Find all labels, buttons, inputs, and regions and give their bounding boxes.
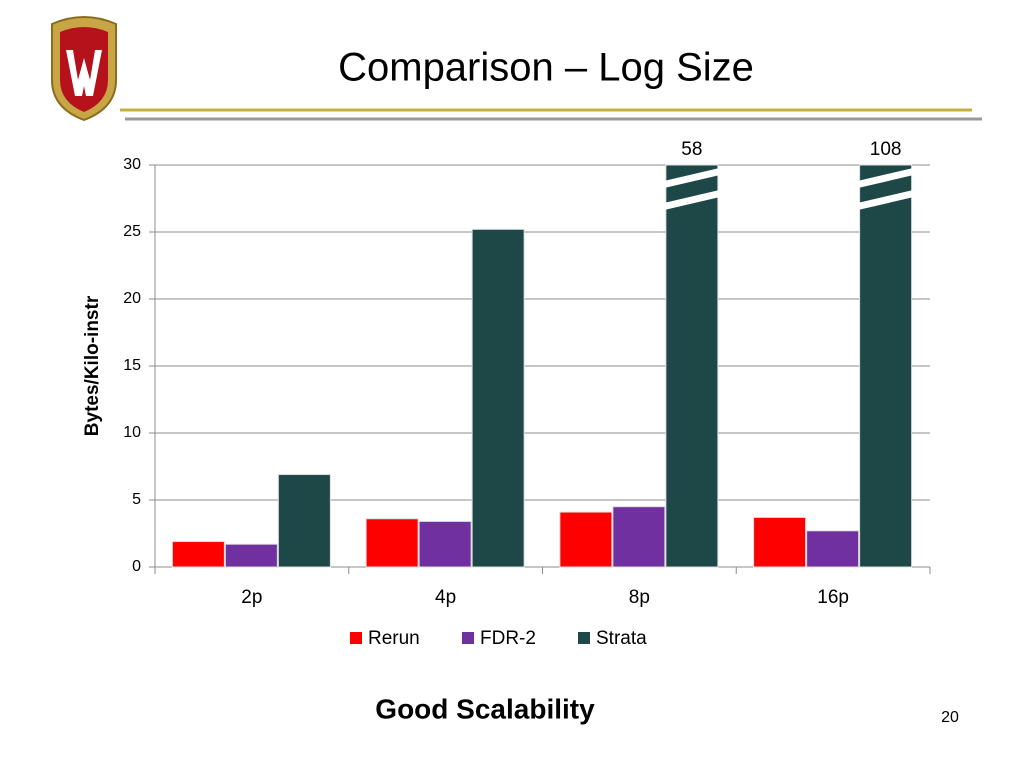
slide-title: Comparison – Log Size: [338, 46, 754, 90]
y-axis-label: Bytes/Kilo-instr: [82, 295, 103, 436]
x-tick-label: 2p: [241, 587, 262, 608]
y-tick-label: 5: [132, 491, 141, 508]
y-tick-label: 0: [132, 558, 141, 575]
axis-break: [854, 167, 917, 189]
legend-swatch: [578, 632, 590, 644]
bar: [471, 228, 525, 568]
bar: [365, 518, 419, 568]
bar: [806, 530, 860, 568]
footer: Good Scalability: [375, 693, 595, 724]
axis-break: [661, 167, 723, 189]
x-tick-label: 8p: [629, 587, 650, 608]
legend-label: FDR-2: [480, 628, 536, 649]
x-tick-label: 16p: [817, 587, 849, 608]
axis-break: [661, 189, 723, 211]
legend-label: Strata: [596, 628, 647, 649]
x-tick-label: 4p: [435, 587, 456, 608]
logo: [51, 16, 117, 122]
y-tick-label: 15: [123, 357, 141, 374]
data-label: 108: [870, 139, 902, 160]
legend-swatch: [462, 632, 474, 644]
bar: [418, 520, 472, 568]
data-label: 58: [681, 139, 702, 160]
axis-break: [854, 189, 917, 211]
y-tick-label: 20: [123, 290, 141, 307]
bar: [859, 164, 913, 568]
bar: [224, 543, 278, 568]
legend-swatch: [350, 632, 362, 644]
bar: [665, 164, 719, 568]
page-number: 20: [941, 709, 959, 726]
bar: [559, 511, 613, 568]
bar: [171, 541, 225, 568]
y-tick-label: 10: [123, 424, 141, 441]
bar: [612, 506, 666, 568]
bar: [753, 516, 807, 568]
legend-label: Rerun: [368, 628, 420, 649]
y-tick-label: 25: [123, 223, 141, 240]
bar: [277, 474, 331, 568]
y-tick-label: 30: [123, 156, 141, 173]
